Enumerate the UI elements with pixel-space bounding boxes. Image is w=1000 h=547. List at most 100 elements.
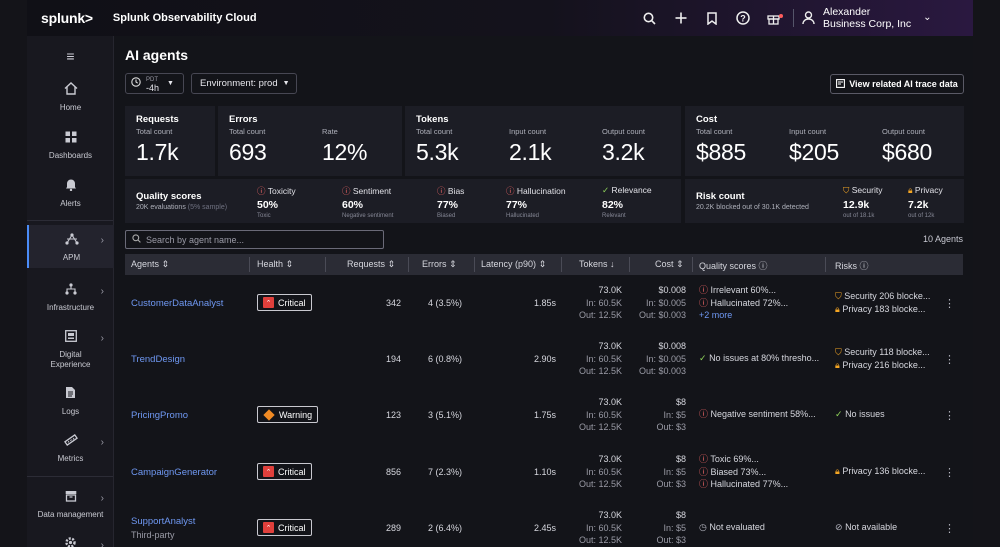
sidebar-item-data-management[interactable]: Data management › (27, 489, 114, 519)
requests-cell: 123 (385, 410, 401, 420)
errors-title: Errors (229, 114, 258, 125)
column-divider (325, 257, 326, 272)
column-divider (408, 257, 409, 272)
splunk-logo[interactable]: splunk> (41, 10, 93, 26)
agent-search-input[interactable]: Search by agent name... (125, 230, 384, 249)
tokens-total: 73.0K (598, 397, 622, 407)
column-header-latency[interactable]: Latency (p90) ⇕ (481, 259, 546, 270)
agent-name-link[interactable]: CustomerDataAnalyst (131, 298, 224, 309)
tokens-total: 73.0K (598, 341, 622, 351)
quality-issue: No issues at 80% thresho... (709, 353, 820, 363)
help-icon[interactable]: ? (727, 0, 758, 36)
chevron-down-icon: ⌄ (923, 12, 932, 23)
home-icon (27, 82, 114, 98)
column-header-quality[interactable]: Quality scores ⓘ (699, 259, 768, 272)
column-label: Requests (347, 259, 386, 269)
sidebar-item-settings[interactable]: › (27, 536, 114, 547)
privacy-label: 🔒︎ Privacy (908, 185, 943, 196)
column-label: Health (257, 259, 284, 269)
column-header-tokens[interactable]: Tokens ↓ (579, 259, 615, 269)
column-header-errors[interactable]: Errors ⇕ (422, 259, 457, 270)
sidebar-item-dashboards[interactable]: Dashboards (27, 130, 114, 160)
sidebar-divider (27, 476, 113, 477)
tokens-cell: 73.0K In: 60.5K Out: 12.5K (579, 453, 622, 491)
tokens-input-label: Input count (509, 127, 547, 136)
environment-filter[interactable]: Environment: prod ▼ (191, 73, 297, 94)
sidebar-item-infrastructure[interactable]: Infrastructure › (27, 282, 114, 312)
latency-cell: 2.90s (533, 354, 556, 364)
topbar-divider (793, 9, 794, 27)
top-bar: splunk> Splunk Observability Cloud (27, 0, 973, 36)
bookmark-icon[interactable] (696, 0, 727, 36)
chevron-right-icon: › (100, 437, 104, 448)
cost-in: In: $5 (663, 466, 686, 477)
cost-total: $8 (675, 454, 686, 464)
page-title: AI agents (125, 47, 189, 63)
sidebar-item-apm[interactable]: APM › (27, 225, 114, 268)
agent-name-link[interactable]: PricingPromo (131, 410, 189, 421)
agent-name-link[interactable]: CampaignGenerator (131, 467, 218, 478)
column-header-health[interactable]: Health ⇕ (257, 259, 293, 270)
row-menu-icon[interactable]: ⋮ (944, 298, 955, 310)
table-row[interactable]: CustomerDataAnalyst ⌃ Critical 342 4 (3.5… (125, 277, 963, 333)
table-row[interactable]: PricingPromo Warning 123 3 (5.1%) 1.75s … (125, 389, 963, 445)
cost-cell: $0.008 In: $0.005 Out: $0.003 (639, 284, 686, 322)
time-range-picker[interactable]: PDT -4h ▼ (125, 73, 184, 94)
errors-cell: 4 (3.5%) (428, 298, 463, 308)
row-menu-icon[interactable]: ⋮ (944, 467, 955, 479)
svg-text:?: ? (740, 13, 746, 23)
tokens-total: 73.0K (598, 285, 622, 295)
column-header-requests[interactable]: Requests ⇕ (347, 259, 395, 270)
trace-icon (836, 78, 846, 90)
lock-icon: 🔒︎ (835, 359, 840, 370)
check-circle-icon: ✓ (699, 353, 707, 363)
sidebar-item-label: Alerts (60, 199, 81, 208)
more-link[interactable]: +2 more (699, 310, 733, 320)
gift-icon[interactable] (758, 0, 789, 36)
cost-input-label: Input count (789, 127, 827, 136)
table-header: Agents ⇕ Health ⇕ Requests ⇕ Errors ⇕ La… (125, 254, 963, 275)
sidebar-item-metrics[interactable]: Metrics › (27, 433, 114, 463)
alert-circle-icon: ⓘ (699, 454, 709, 464)
search-icon[interactable] (634, 0, 665, 36)
requests-cell: 856 (385, 467, 401, 477)
table-row[interactable]: CampaignGenerator ⌃ Critical 856 7 (2.3%)… (125, 446, 963, 502)
timezone-label: PDT (146, 76, 158, 83)
sidebar-item-label: Home (59, 103, 82, 112)
table-row[interactable]: SupportAnalyst Third-party ⌃ Critical 289… (125, 502, 963, 547)
sidebar-item-home[interactable]: Home (27, 82, 114, 112)
plus-icon[interactable] (665, 0, 696, 36)
sidebar-item-digital-experience[interactable]: Digital Experience › (27, 329, 114, 369)
view-trace-button[interactable]: View related AI trace data (830, 74, 964, 94)
column-divider (825, 257, 826, 272)
column-header-agents[interactable]: Agents ⇕ (131, 259, 169, 270)
agent-name-link[interactable]: SupportAnalyst (131, 516, 196, 527)
sidebar-item-label: Data management (37, 510, 104, 519)
tokens-output-label: Output count (602, 127, 645, 136)
critical-icon: ⌃ (263, 297, 274, 308)
row-menu-icon[interactable]: ⋮ (944, 410, 955, 422)
quality-evaluations: 20K evaluations (136, 204, 186, 211)
menu-icon[interactable]: ≡ (66, 48, 75, 64)
user-menu[interactable]: Alexander Business Corp, Inc ⌄ (802, 6, 932, 30)
requests-card: Requests Total count 1.7k (125, 106, 215, 176)
column-header-risks[interactable]: Risks ⓘ (835, 259, 869, 272)
sidebar-item-alerts[interactable]: Alerts (27, 178, 114, 208)
infrastructure-icon (27, 282, 114, 298)
row-menu-icon[interactable]: ⋮ (944, 523, 955, 535)
security-value: 12.9k (843, 199, 870, 211)
info-icon: ⓘ (859, 261, 869, 271)
critical-icon: ⌃ (263, 466, 274, 477)
column-header-cost[interactable]: Cost ⇕ (655, 259, 684, 270)
quality-scores-card: Quality scores 20K evaluations (5% sampl… (125, 179, 681, 223)
risk-item: Not available (845, 522, 898, 532)
errors-cell: 7 (2.3%) (428, 467, 463, 477)
table-row[interactable]: TrendDesign 194 6 (0.8%) 2.90s 73.0K In:… (125, 333, 963, 389)
quality-issue: Irrelevant 60%... (710, 285, 777, 295)
bias-name: Bias (447, 186, 465, 196)
row-menu-icon[interactable]: ⋮ (944, 354, 955, 366)
sidebar-item-logs[interactable]: Logs (27, 386, 114, 416)
agent-name-link[interactable]: TrendDesign (131, 354, 186, 365)
errors-cell: 6 (0.8%) (428, 354, 463, 364)
risks-cell: ⛉ Security 206 blocke... 🔒︎ Privacy 183 … (835, 290, 930, 315)
